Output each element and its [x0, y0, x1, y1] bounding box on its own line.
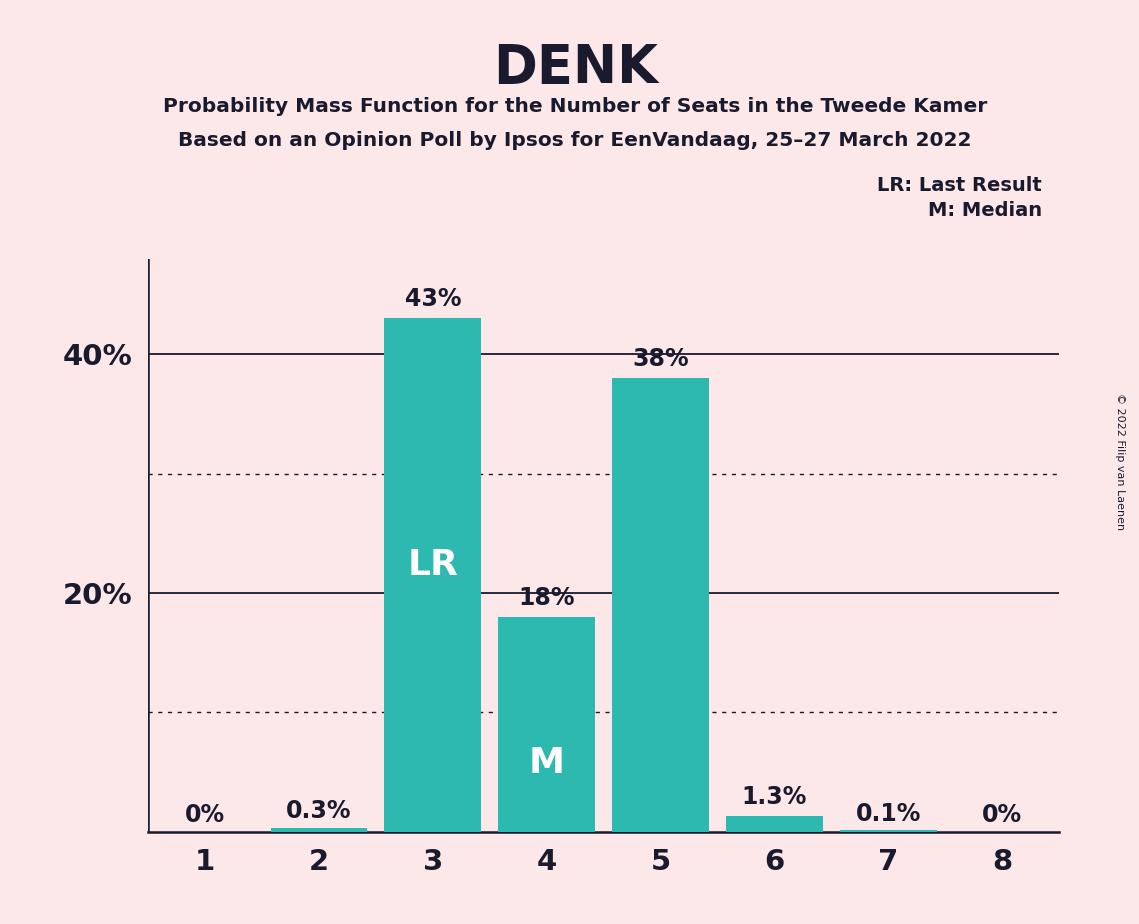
Text: LR: Last Result: LR: Last Result [877, 176, 1042, 195]
Text: M: M [528, 746, 565, 780]
Text: DENK: DENK [493, 42, 657, 93]
Bar [727, 816, 823, 832]
Text: 0%: 0% [185, 803, 226, 827]
Text: 0.3%: 0.3% [286, 799, 352, 823]
Bar [613, 378, 710, 832]
Bar [499, 617, 596, 832]
Bar [841, 831, 937, 832]
Text: M: Median: M: Median [928, 201, 1042, 220]
Text: 0%: 0% [982, 803, 1023, 827]
Text: 1.3%: 1.3% [741, 784, 808, 808]
Text: © 2022 Filip van Laenen: © 2022 Filip van Laenen [1115, 394, 1124, 530]
Text: Probability Mass Function for the Number of Seats in the Tweede Kamer: Probability Mass Function for the Number… [163, 97, 988, 116]
Bar [385, 319, 482, 832]
Text: Based on an Opinion Poll by Ipsos for EenVandaag, 25–27 March 2022: Based on an Opinion Poll by Ipsos for Ee… [179, 131, 972, 151]
Bar [271, 828, 367, 832]
Text: 18%: 18% [518, 586, 575, 610]
Text: LR: LR [408, 548, 458, 582]
Text: 0.1%: 0.1% [855, 802, 921, 826]
Text: 38%: 38% [632, 346, 689, 371]
Text: 43%: 43% [404, 287, 461, 311]
